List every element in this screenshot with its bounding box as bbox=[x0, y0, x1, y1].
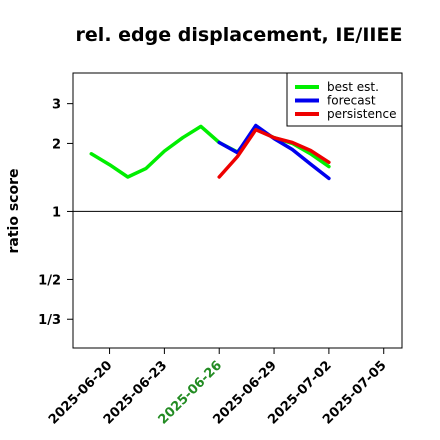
y-tick-label-1: 2 bbox=[52, 137, 61, 152]
series-line-2 bbox=[217, 127, 331, 179]
y-tick-label-4: 1/3 bbox=[38, 313, 61, 328]
chart-title: rel. edge displacement, IE/IIEE bbox=[75, 24, 403, 46]
y-tick-label-0: 3 bbox=[52, 98, 61, 113]
y-tick-label-3: 1/2 bbox=[38, 273, 61, 288]
y-axis-label: ratio score bbox=[6, 169, 22, 254]
x-axis: 2025-06-202025-06-232025-06-262025-06-29… bbox=[46, 348, 390, 428]
series-layer bbox=[89, 123, 331, 181]
y-tick-label-2: 1 bbox=[52, 205, 61, 220]
y-axis: 3 2 1 1/2 1/3 bbox=[38, 98, 73, 328]
plot-frame bbox=[72, 72, 403, 349]
legend-label-2: persistence bbox=[327, 107, 396, 121]
legend-label-0: best est. bbox=[327, 80, 379, 94]
legend-label-1: forecast bbox=[327, 94, 376, 108]
